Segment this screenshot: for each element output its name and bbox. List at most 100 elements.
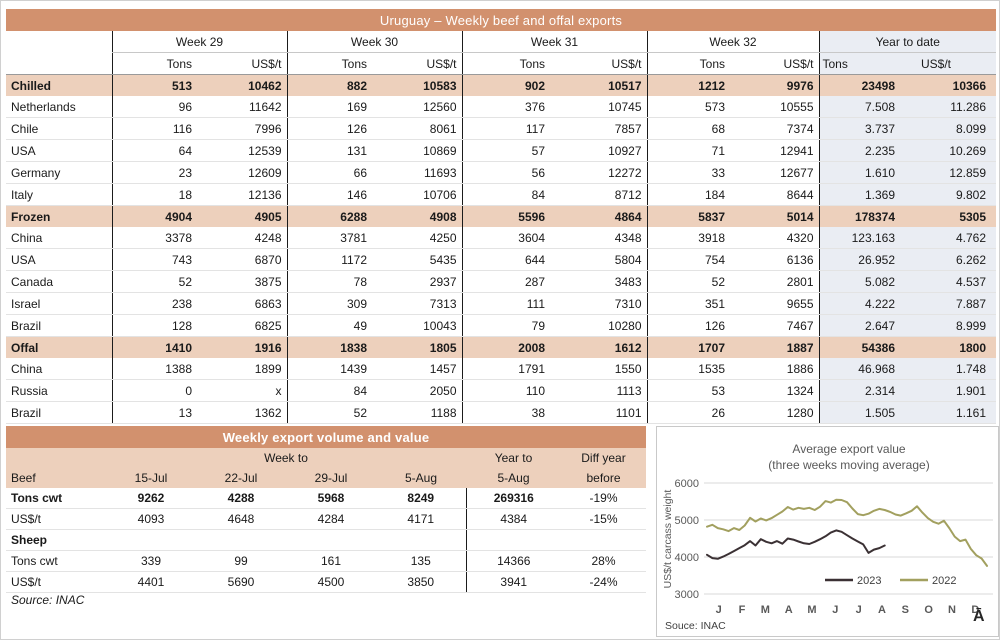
legend-label-2022: 2022 — [932, 575, 956, 587]
cell: 71 — [646, 139, 747, 162]
volume-value-table: Weekly export volume and value Week to Y… — [6, 426, 647, 593]
table-row: US$/t 4093 4648 4284 4171 4384 -15% — [6, 508, 647, 530]
table-row: Offal 1410 1916 1838 1805 2008 1612 1707 1887 543… — [6, 336, 997, 358]
row-label: Chilled — [6, 74, 112, 96]
cell: 1535 — [646, 358, 747, 380]
ytd-date-header: 5-Aug — [466, 468, 561, 488]
cell: 53 — [646, 379, 747, 402]
table-row: USA 743 6870 1172 5435 644 5804 754 6136 26.952 6.… — [6, 248, 997, 271]
diff-year-header: Diff year — [561, 448, 647, 468]
tons-col-header: Tons — [286, 52, 389, 75]
cell: 1707 — [646, 336, 747, 358]
cell: -24% — [561, 571, 647, 593]
cell: 1550 — [567, 358, 647, 380]
cell: 902 — [461, 74, 567, 96]
row-label: Sheep — [6, 529, 106, 551]
cell: 1838 — [286, 336, 389, 358]
cell: 376 — [461, 96, 567, 118]
y-tick-label: 5000 — [675, 515, 699, 527]
week-30-header: Week 30 — [286, 31, 462, 53]
cell: 10366 — [904, 74, 997, 96]
cell: 4908 — [389, 205, 462, 227]
cell: 7.887 — [904, 292, 997, 315]
usd-col-header: US$/t — [747, 52, 819, 75]
week-31-header: Week 31 — [461, 31, 647, 53]
cell: 10706 — [389, 183, 462, 206]
corner-glyph: Ā — [973, 606, 985, 625]
table-row: Germany 23 12609 66 11693 56 12272 33 12677 1.610… — [6, 161, 997, 184]
series-2022-line — [706, 498, 988, 567]
cell: 1887 — [747, 336, 819, 358]
row-label: Frozen — [6, 205, 112, 227]
cell: 5596 — [461, 205, 567, 227]
table-row: Tons cwt 9262 4288 5968 8249 269316 -19% — [6, 488, 647, 509]
cell: -19% — [561, 488, 647, 509]
cell: 8061 — [389, 117, 462, 140]
cell: 3850 — [376, 571, 466, 593]
cell: 3918 — [646, 227, 747, 249]
table-row: Tons cwt 339 99 161 135 14366 28% — [6, 550, 647, 572]
row-label: USA — [6, 139, 112, 162]
spacer-cell — [6, 31, 112, 53]
series-2023-line — [706, 529, 886, 560]
date-col-header: 15-Jul — [106, 468, 196, 488]
cell: 10555 — [747, 96, 819, 118]
cell: 3.737 — [818, 117, 904, 140]
date-col-header: 29-Jul — [286, 468, 376, 488]
cell: 4864 — [567, 205, 647, 227]
cell: 23 — [111, 161, 214, 184]
tons-col-header: Tons — [646, 52, 747, 75]
table1-title: Uruguay – Weekly beef and offal exports — [6, 9, 997, 31]
cell: 7.508 — [818, 96, 904, 118]
cell: 33 — [646, 161, 747, 184]
source-note: Source: INAC — [11, 593, 85, 607]
table-row: Frozen 4904 4905 6288 4908 5596 4864 5837 5014 17… — [6, 205, 997, 227]
chart-canvas: 3000 4000 5000 6000 J F M A M J J A S O N D 2023 2022 Aver… — [662, 442, 993, 632]
cell: 1886 — [747, 358, 819, 380]
cell: 4248 — [214, 227, 287, 249]
cell: 7313 — [389, 292, 462, 315]
row-label: Russia — [6, 379, 112, 402]
cell: 64 — [111, 139, 214, 162]
cell: 1362 — [214, 401, 287, 424]
cell: 7857 — [567, 117, 647, 140]
y-tick-label: 4000 — [675, 552, 699, 564]
cell: 12272 — [567, 161, 647, 184]
table1-subheader-row: Tons US$/t Tons US$/t Tons US$/t Tons US… — [6, 52, 997, 75]
cell: 2.647 — [818, 314, 904, 337]
cell: 178374 — [818, 205, 904, 227]
cell: 9.802 — [904, 183, 997, 206]
usd-col-header: US$/t — [567, 52, 647, 75]
cell: 644 — [461, 248, 567, 271]
cell: 1916 — [214, 336, 287, 358]
cell: 56 — [461, 161, 567, 184]
cell: 2050 — [389, 379, 462, 402]
table2-date-header-row: Beef 15-Jul 22-Jul 29-Jul 5-Aug 5-Aug be… — [6, 468, 647, 488]
cell: 46.968 — [818, 358, 904, 380]
cell: 10043 — [389, 314, 462, 337]
cell: 4171 — [376, 508, 466, 530]
cell: 116 — [111, 117, 214, 140]
cell: 1101 — [567, 401, 647, 424]
cell: 309 — [286, 292, 389, 315]
row-label: Tons cwt — [6, 550, 106, 572]
cell: 9976 — [747, 74, 819, 96]
cell: x — [214, 379, 287, 402]
week-32-header: Week 32 — [646, 31, 819, 53]
row-label: US$/t — [6, 571, 106, 593]
cell: 4.222 — [818, 292, 904, 315]
cell: 2801 — [747, 270, 819, 293]
cell: 11693 — [389, 161, 462, 184]
cell: 4320 — [747, 227, 819, 249]
x-tick-label: A — [878, 604, 886, 616]
week-29-header: Week 29 — [111, 31, 287, 53]
cell: 1410 — [111, 336, 214, 358]
cell: 573 — [646, 96, 747, 118]
cell: 10517 — [567, 74, 647, 96]
cell: 26 — [646, 401, 747, 424]
cell: 5.082 — [818, 270, 904, 293]
cell: 131 — [286, 139, 389, 162]
table-row: China 1388 1899 1439 1457 1791 1550 1535 1886 46.… — [6, 358, 997, 380]
cell: 6136 — [747, 248, 819, 271]
cell: 38 — [461, 401, 567, 424]
